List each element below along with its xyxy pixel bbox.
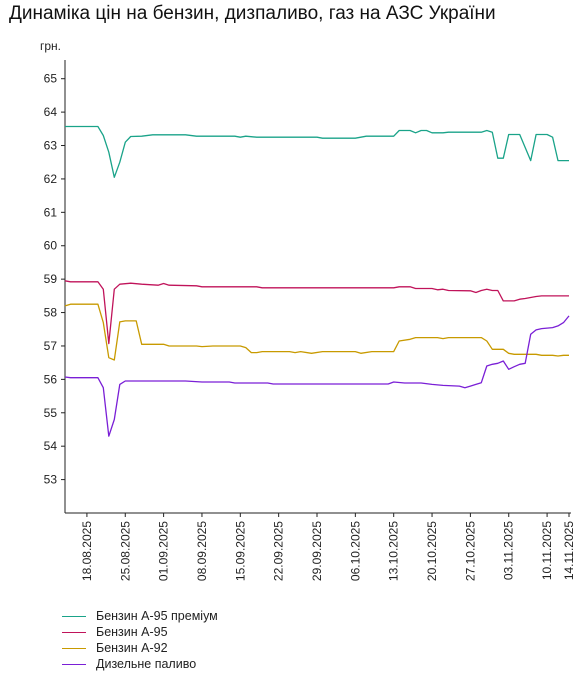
legend-label: Бензин А-92 [96,641,168,655]
chart-title: Динаміка цін на бензин, дизпаливо, газ н… [9,3,496,24]
y-tick-label: 58 [44,306,58,320]
y-tick-label: 55 [44,406,58,420]
legend-swatch [62,615,86,617]
legend-label: Бензин А-95 преміум [96,609,218,623]
x-tick-label: 22.09.2025 [272,521,286,581]
x-tick-label: 15.09.2025 [233,521,247,581]
x-tick-label: 25.08.2025 [118,521,132,581]
y-tick-label: 57 [44,339,58,353]
x-tick-label: 14.11.2025 [562,521,576,580]
series-line-1 [65,125,569,178]
y-tick-label: 62 [44,172,58,186]
y-tick-label: 56 [44,372,58,386]
y-tick-label: 63 [44,139,58,153]
legend-swatch [62,631,86,633]
legend-item-1: Бензин А-95 преміум [62,608,218,624]
legend-label: Бензин А-95 [96,625,168,639]
y-tick-label: 54 [44,439,58,453]
x-tick-label: 27.10.2025 [463,521,477,581]
x-tick-label: 20.10.2025 [425,521,439,581]
x-tick-label: 13.10.2025 [387,521,401,581]
series-line-2 [64,280,569,345]
y-axis-label: грн. [40,39,61,53]
legend-item-3: Бензин А-92 [62,640,218,656]
legend-swatch [62,663,86,665]
y-tick-label: 64 [44,105,58,119]
x-tick-label: 08.09.2025 [195,521,209,581]
legend-item-4: Дизельне паливо [62,656,218,672]
series-line-4 [64,315,570,437]
y-tick-label: 53 [44,473,58,487]
x-tick-label: 29.09.2025 [310,521,324,581]
series-line-3 [64,303,569,361]
x-tick-label: 03.11.2025 [502,521,516,580]
x-tick-label: 18.08.2025 [80,521,94,581]
y-tick-label: 61 [44,205,58,219]
legend-label: Дизельне паливо [96,657,197,671]
y-tick-label: 59 [44,272,58,286]
legend-item-2: Бензин А-95 [62,624,218,640]
x-tick-label: 01.09.2025 [157,521,171,581]
legend-swatch [62,647,86,649]
y-tick-label: 65 [44,72,58,86]
chart-legend: Бензин А-95 преміум Бензин А-95 Бензин А-9… [62,608,218,672]
x-tick-label: 10.11.2025 [540,521,554,580]
y-tick-label: 60 [44,239,58,253]
x-tick-label: 06.10.2025 [348,521,362,581]
